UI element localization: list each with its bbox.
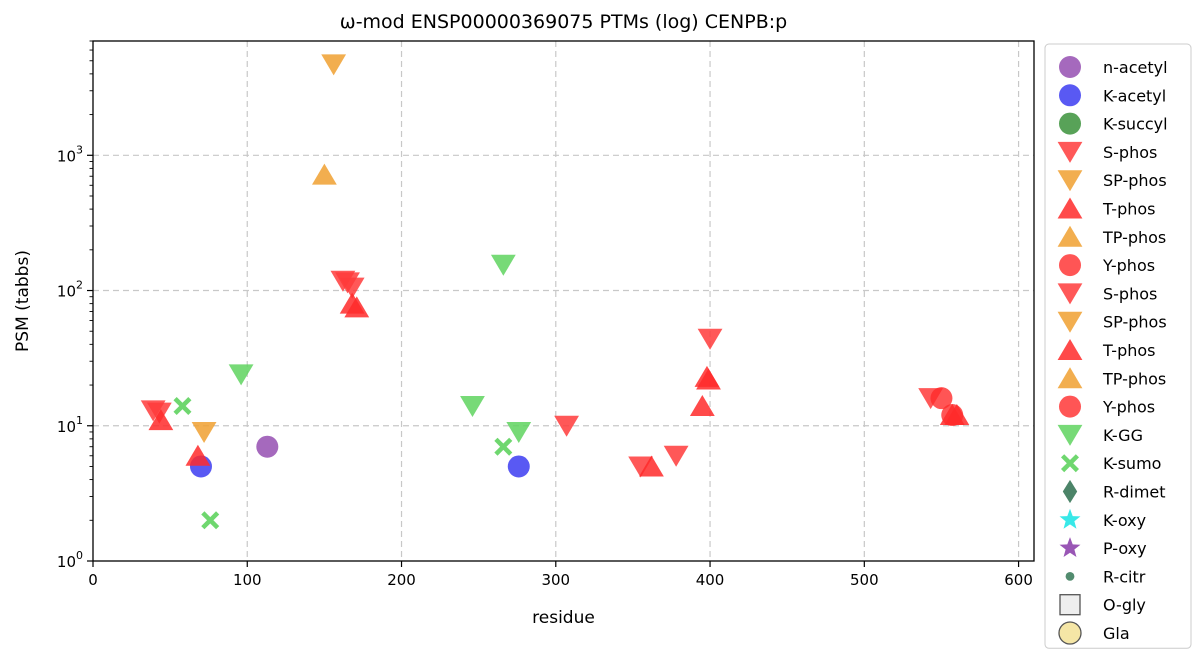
legend-label: Gla bbox=[1103, 624, 1130, 643]
point-k-gg bbox=[506, 421, 532, 443]
x-tick-label: 600 bbox=[1004, 571, 1033, 589]
legend-marker-r-dimet bbox=[1062, 479, 1078, 504]
x-tick-label: 0 bbox=[88, 571, 98, 589]
point-sp-phos bbox=[321, 54, 347, 76]
legend-marker-k-succyl bbox=[1059, 112, 1081, 135]
y-axis-label: PSM (tabbs) bbox=[13, 250, 33, 352]
legend-marker-y-phos bbox=[1059, 254, 1081, 277]
y-tick-exponent: 1 bbox=[76, 414, 83, 427]
legend-box bbox=[1044, 43, 1192, 649]
legend-label: R-citr bbox=[1103, 567, 1146, 586]
point-k-sumo bbox=[201, 511, 220, 530]
legend: n-acetyl K-acetyl K-succyl S-phos SP-phos T-p… bbox=[1044, 43, 1192, 649]
legend-label: T-phos bbox=[1102, 200, 1156, 219]
legend-marker-k-gg bbox=[1057, 424, 1083, 446]
point-s-phos bbox=[554, 415, 579, 437]
y-tick-base: 10 bbox=[57, 418, 76, 436]
point-k-sumo bbox=[494, 437, 513, 456]
legend-label: T-phos bbox=[1102, 341, 1156, 360]
chart-title: ω-mod ENSP00000369075 PTMs (log) CENPB:p bbox=[340, 11, 787, 33]
legend-label: S-phos bbox=[1103, 284, 1157, 303]
point-t-phos bbox=[344, 296, 370, 318]
legend-label: TP-phos bbox=[1102, 369, 1166, 388]
legend-marker-y-phos bbox=[1059, 395, 1081, 418]
point-sp-phos bbox=[191, 421, 217, 443]
legend-label: n-acetyl bbox=[1103, 58, 1168, 77]
point-t-phos bbox=[696, 368, 721, 390]
grid bbox=[93, 41, 1034, 561]
legend-label: Y-phos bbox=[1102, 398, 1155, 417]
x-axis-label: residue bbox=[532, 608, 595, 628]
y-tick-base: 10 bbox=[57, 147, 76, 165]
y-tick-label: 102 bbox=[57, 279, 83, 301]
legend-label: K-sumo bbox=[1103, 454, 1161, 473]
point-k-acetyl bbox=[507, 455, 530, 478]
legend-marker-k-oxy bbox=[1059, 508, 1081, 529]
legend-label: P-oxy bbox=[1103, 539, 1147, 558]
y-tick-label: 101 bbox=[57, 414, 83, 436]
y-tick-exponent: 0 bbox=[76, 549, 83, 562]
legend-marker-p-oxy bbox=[1059, 537, 1081, 557]
point-t-phos bbox=[148, 409, 174, 431]
point-n-acetyl bbox=[256, 435, 279, 458]
legend-marker-n-acetyl bbox=[1059, 56, 1081, 78]
legend-marker-k-acetyl bbox=[1059, 84, 1081, 107]
point-t-phos bbox=[689, 395, 715, 417]
legend-marker-tp-phos bbox=[1057, 367, 1083, 389]
x-tick-label: 400 bbox=[696, 571, 725, 589]
legend-marker-o-gly bbox=[1059, 594, 1081, 616]
y-tick-label: 103 bbox=[57, 143, 83, 165]
legend-label: SP-phos bbox=[1103, 171, 1167, 190]
legend-label: R-dimet bbox=[1103, 483, 1166, 502]
legend-marker-t-phos bbox=[1057, 339, 1083, 360]
legend-marker-r-citr bbox=[1065, 572, 1075, 581]
point-tp-phos bbox=[311, 163, 337, 185]
x-tick-label: 300 bbox=[541, 571, 570, 589]
legend-marker-t-phos bbox=[1057, 197, 1083, 219]
legend-label: TP-phos bbox=[1102, 228, 1166, 247]
legend-label: O-gly bbox=[1103, 596, 1146, 615]
point-t-phos bbox=[185, 444, 211, 466]
x-tick-label: 500 bbox=[850, 571, 879, 589]
legend-marker-s-phos bbox=[1057, 283, 1083, 305]
y-tick-exponent: 2 bbox=[76, 279, 83, 292]
x-tick-label: 100 bbox=[233, 571, 262, 589]
point-s-phos bbox=[663, 445, 689, 467]
x-tick-label: 200 bbox=[387, 571, 416, 589]
legend-label: Y-phos bbox=[1102, 256, 1155, 275]
legend-label: K-acetyl bbox=[1103, 86, 1166, 105]
point-k-gg bbox=[460, 396, 485, 418]
legend-label: K-GG bbox=[1103, 426, 1143, 445]
point-k-sumo bbox=[173, 397, 192, 416]
point-s-phos bbox=[697, 328, 723, 350]
point-y-phos bbox=[941, 404, 964, 427]
point-s-phos bbox=[628, 456, 654, 478]
legend-marker-gla bbox=[1058, 621, 1082, 645]
point-k-gg bbox=[490, 254, 516, 276]
legend-marker-k-sumo bbox=[1061, 454, 1079, 473]
y-tick-label: 100 bbox=[57, 549, 83, 571]
y-tick-base: 10 bbox=[57, 553, 76, 571]
point-t-phos bbox=[639, 455, 664, 477]
point-k-gg bbox=[228, 364, 254, 386]
legend-marker-s-phos bbox=[1057, 141, 1083, 163]
y-tick-exponent: 3 bbox=[76, 143, 83, 156]
legend-marker-tp-phos bbox=[1057, 225, 1083, 247]
y-tick-base: 10 bbox=[57, 283, 76, 301]
plot-frame bbox=[92, 40, 1035, 562]
data-points bbox=[140, 54, 970, 530]
legend-label: K-oxy bbox=[1103, 511, 1146, 530]
legend-label: SP-phos bbox=[1103, 313, 1167, 332]
legend-items: n-acetyl K-acetyl K-succyl S-phos SP-phos T-p… bbox=[1057, 56, 1168, 645]
legend-marker-sp-phos bbox=[1057, 170, 1083, 192]
legend-marker-sp-phos bbox=[1057, 311, 1083, 333]
legend-label: K-succyl bbox=[1103, 115, 1168, 134]
legend-label: S-phos bbox=[1103, 143, 1157, 162]
point-y-phos bbox=[930, 387, 953, 410]
point-s-phos bbox=[339, 277, 365, 299]
